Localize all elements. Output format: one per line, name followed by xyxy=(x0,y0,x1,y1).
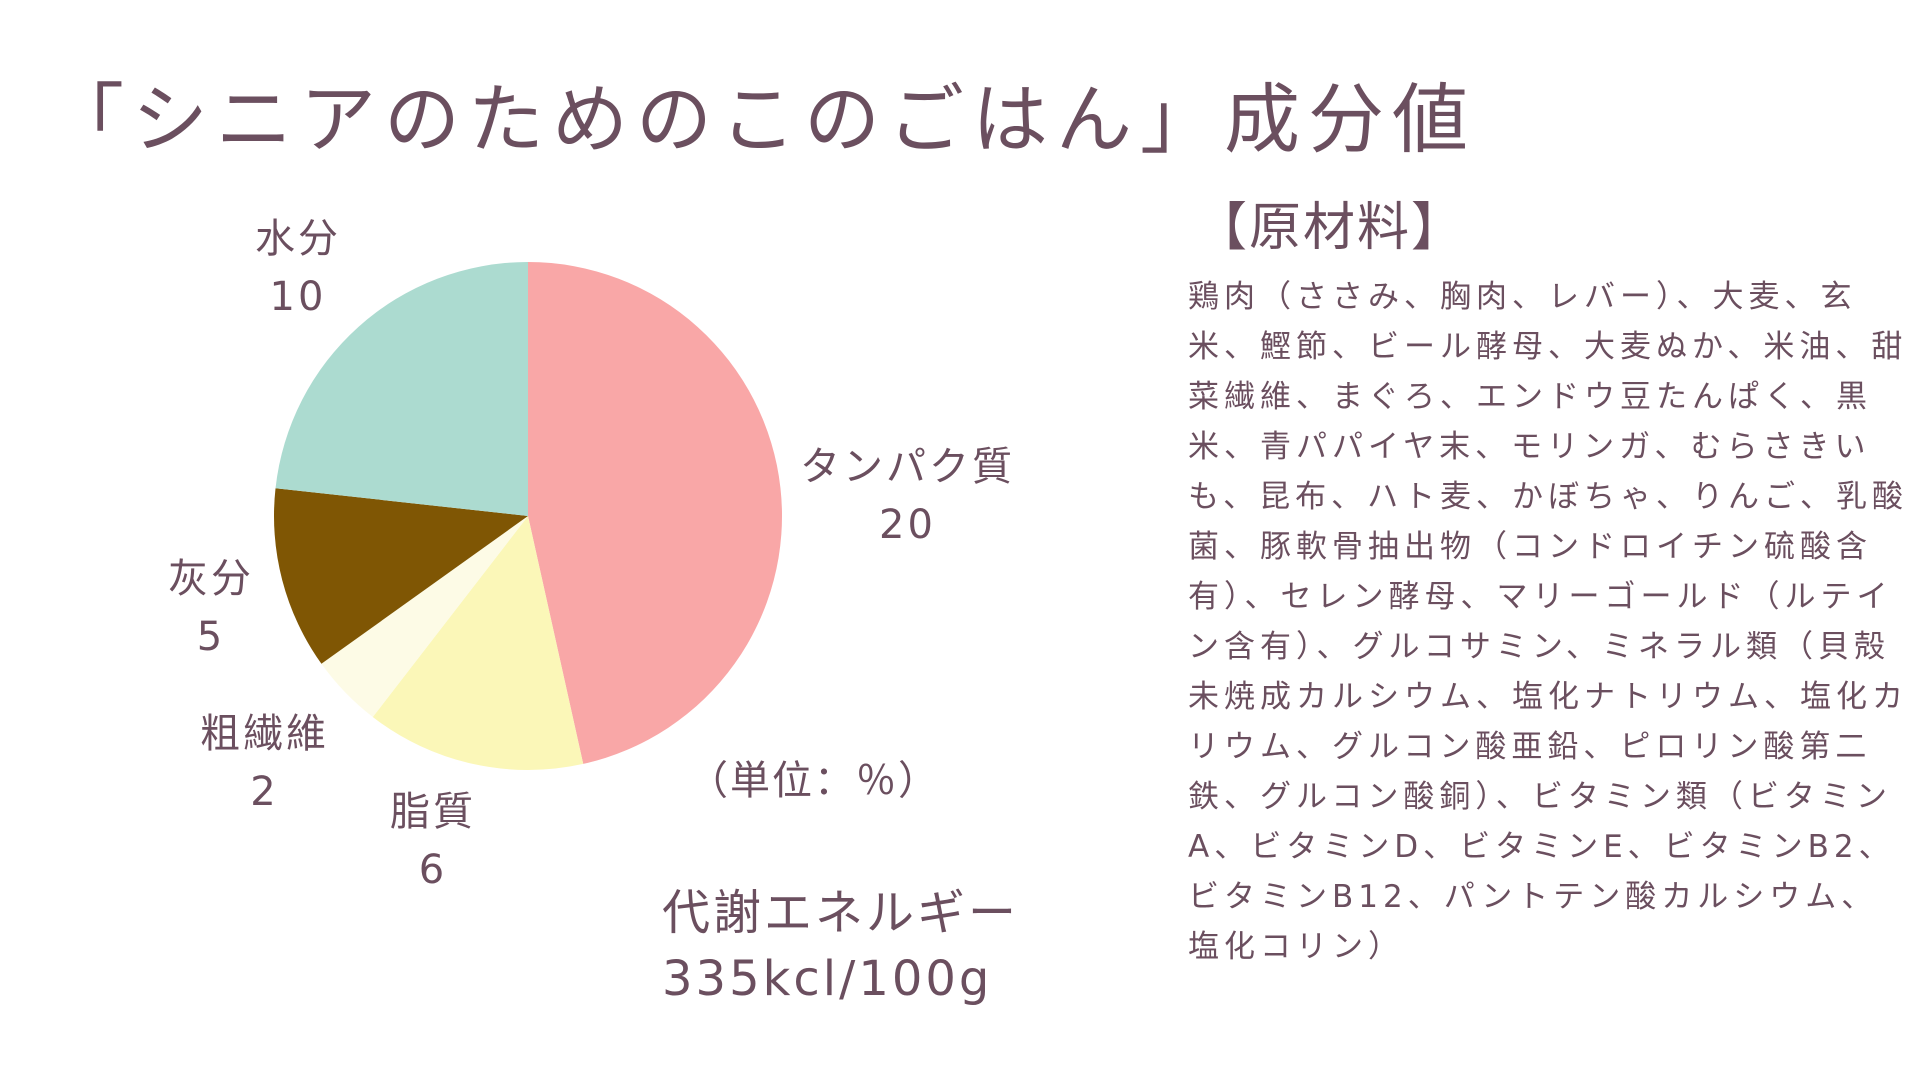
slice-label-moisture-value: 10 xyxy=(269,274,327,320)
page-title: 「シニアのためのこのごはん」成分値 xyxy=(48,75,1476,164)
slice-label-ash: 灰分 5 xyxy=(168,550,254,666)
slice-label-moisture: 水分 10 xyxy=(255,210,341,326)
unit-label: （単位：％） xyxy=(688,758,940,804)
slice-label-ash-name: 灰分 xyxy=(168,556,254,602)
pie-slice-ash xyxy=(274,488,528,664)
energy-value: 335kcl/100g xyxy=(662,951,993,1007)
ingredients-text: 鶏肉（ささみ、胸肉、レバー）、大麦、玄米、鰹節、ビール酵母、大麦ぬか、米油、甜菜… xyxy=(1188,279,1908,965)
pie-slices xyxy=(274,262,783,770)
pie-slice-fiber xyxy=(321,516,528,718)
slice-label-protein-value: 20 xyxy=(879,502,936,548)
pie-slice-moisture xyxy=(275,262,528,516)
slice-label-fiber: 粗繊維 2 xyxy=(200,705,329,821)
slice-label-fat-value: 6 xyxy=(418,847,448,893)
energy-block: 代謝エネルギー 335kcl/100g xyxy=(662,880,1019,1012)
slice-label-fiber-name: 粗繊維 xyxy=(200,711,329,757)
slice-label-fat: 脂質 6 xyxy=(390,783,476,899)
slice-label-protein-name: タンパク質 xyxy=(800,444,1015,490)
slice-label-fiber-value: 2 xyxy=(250,769,279,815)
slice-label-ash-value: 5 xyxy=(196,614,226,660)
energy-label: 代謝エネルギー xyxy=(662,885,1020,941)
slice-label-fat-name: 脂質 xyxy=(390,789,476,835)
slice-label-protein: タンパク質 20 xyxy=(800,438,1015,554)
slice-label-moisture-name: 水分 xyxy=(255,216,341,262)
pie-slice-protein xyxy=(528,262,783,764)
pie-slice-fat xyxy=(372,516,584,770)
ingredients-heading: 【原材料】 xyxy=(1195,198,1466,258)
